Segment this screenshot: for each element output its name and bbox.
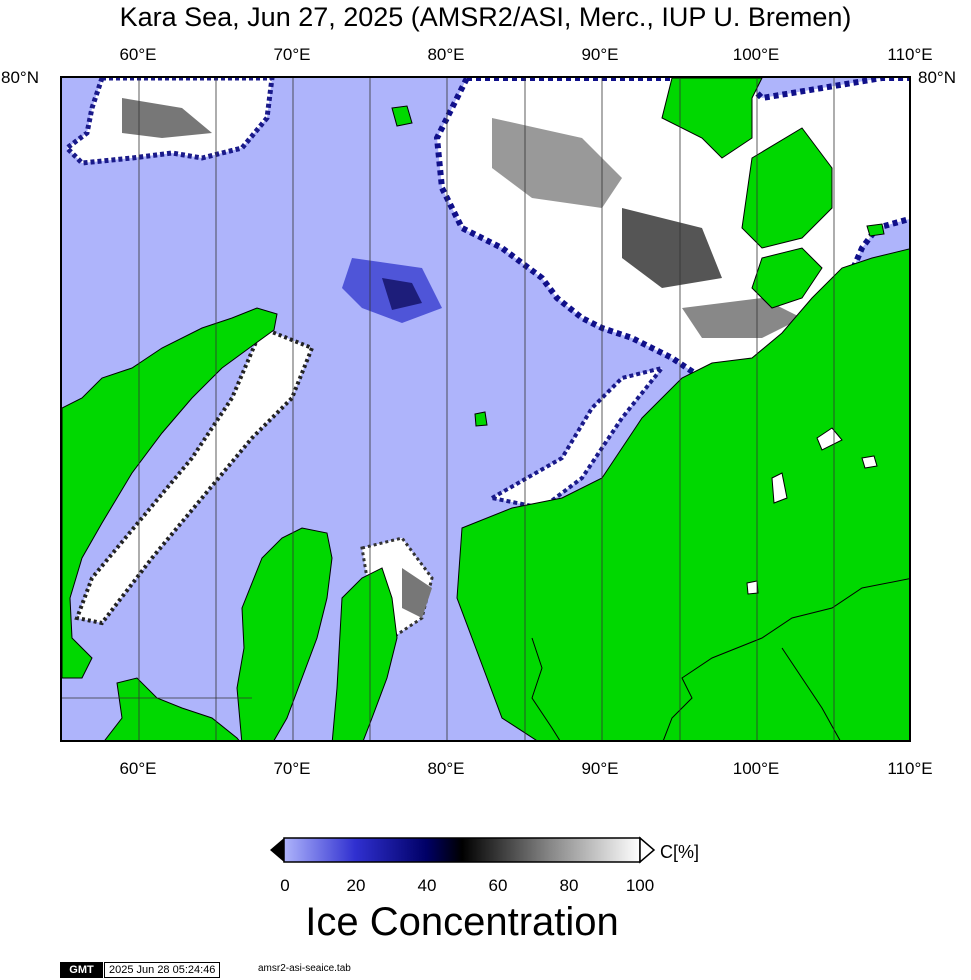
colorbar <box>270 836 656 864</box>
colorbar-tick-40: 40 <box>417 876 437 895</box>
map-title: Kara Sea, Jun 27, 2025 (AMSR2/ASI, Merc.… <box>119 2 852 32</box>
land-island-3 <box>866 223 885 237</box>
colorbar-low-triangle <box>270 838 284 862</box>
right-lat-label-80: 80°N <box>918 68 956 87</box>
land-yamal <box>236 527 333 740</box>
bottom-lon-label-110: 110°E <box>887 759 933 778</box>
bottom-lon-label-80: 80°E <box>427 759 465 778</box>
sea-ice-map-canvas <box>62 78 909 740</box>
land-vaygach <box>104 677 240 740</box>
land-severnaya-zemlya-3 <box>751 247 823 309</box>
timestamp: 2025 Jun 28 05:24:46 <box>104 962 221 978</box>
bottom-lon-label-90: 90°E <box>581 759 619 778</box>
colorbar-gradient <box>283 837 641 863</box>
top-lon-label-100: 100°E <box>732 45 780 64</box>
left-lat-label-80: 80°N <box>1 68 39 87</box>
colorbar-high-triangle <box>639 836 656 864</box>
data-file-label: amsr2-asi-seaice.tab <box>258 963 351 974</box>
top-lon-label-90: 90°E <box>581 45 619 64</box>
colorbar-tick-20: 20 <box>346 876 366 895</box>
sea-ice-taymyr-coast <box>486 364 668 511</box>
bottom-lon-label-60: 60°E <box>119 759 157 778</box>
graticule <box>62 78 835 740</box>
sea-ice-map <box>60 76 911 742</box>
land-island-2 <box>474 411 488 427</box>
gmt-logo: GMT <box>60 962 103 978</box>
sea-ice-layer <box>63 78 909 641</box>
land-severnaya-zemlya-1 <box>661 78 763 159</box>
colorbar-tick-100: 100 <box>625 876 655 895</box>
lakes <box>746 427 878 595</box>
colorbar-unit: C[%] <box>660 842 700 862</box>
land-severnaya-zemlya-2 <box>741 127 833 249</box>
inland-detail <box>531 578 909 740</box>
sea-ice-novaya-zemlya-east <box>74 325 315 626</box>
colorbar-tick-80: 80 <box>559 876 579 895</box>
top-lon-label-80: 80°E <box>427 45 465 64</box>
land-novaya-zemlya <box>62 307 278 679</box>
top-lon-label-60: 60°E <box>119 45 157 64</box>
land-gydan <box>331 567 398 740</box>
colorbar-tick-0: 0 <box>280 876 290 895</box>
land-island-1 <box>391 105 413 127</box>
bottom-lon-label-100: 100°E <box>732 759 780 778</box>
colorbar-title: Ice Concentration <box>305 900 619 944</box>
top-lon-label-110: 110°E <box>887 45 933 64</box>
bottom-lon-label-70: 70°E <box>273 759 311 778</box>
top-lon-label-70: 70°E <box>273 45 311 64</box>
colorbar-tick-60: 60 <box>488 876 508 895</box>
